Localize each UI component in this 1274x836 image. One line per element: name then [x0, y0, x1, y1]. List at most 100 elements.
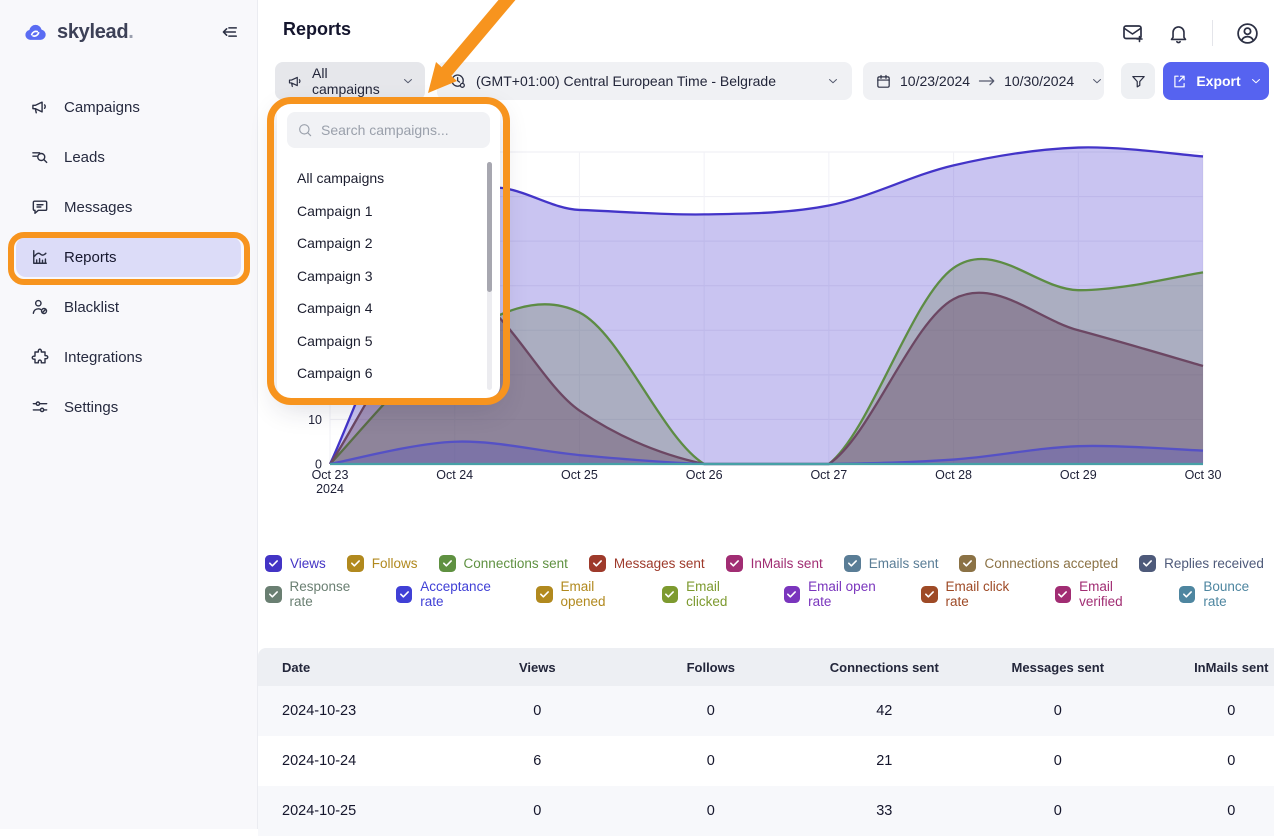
legend-label: Response rate: [290, 579, 375, 609]
legend-label: Email open rate: [808, 579, 900, 609]
legend-label: Bounce rate: [1203, 579, 1274, 609]
table-cell-value: 42: [798, 703, 972, 719]
legend-checkbox[interactable]: [1179, 586, 1196, 603]
chevron-down-icon: [1249, 74, 1263, 88]
legend-item[interactable]: Connections sent: [439, 555, 568, 572]
reports-table: DateViewsFollowsConnections sentMessages…: [258, 648, 1274, 836]
legend-item[interactable]: Email opened: [536, 579, 641, 609]
sidebar-nav: Campaigns Leads Messages Reports Blackli…: [0, 87, 257, 437]
table-cell-value: 0: [1145, 703, 1274, 719]
sidebar-item-reports[interactable]: Reports: [16, 237, 241, 277]
legend-checkbox[interactable]: [347, 555, 364, 572]
chevron-down-icon: [826, 74, 840, 88]
megaphone-icon: [287, 73, 304, 90]
legend-checkbox[interactable]: [589, 555, 606, 572]
export-button[interactable]: Export: [1163, 62, 1269, 100]
legend-item[interactable]: Views: [265, 555, 326, 572]
legend-item[interactable]: Acceptance rate: [396, 579, 515, 609]
table-cell-date: 2024-10-23: [258, 703, 451, 719]
legend-item[interactable]: Follows: [347, 555, 418, 572]
skylead-logo-icon: [22, 19, 49, 46]
campaign-option[interactable]: Campaign 2: [287, 227, 490, 260]
sidebar-item-settings[interactable]: Settings: [16, 387, 241, 427]
legend-label: Email clicked: [686, 579, 762, 609]
legend-checkbox[interactable]: [844, 555, 861, 572]
dropdown-scrollbar-thumb[interactable]: [487, 162, 492, 292]
campaign-option[interactable]: Campaign 3: [287, 260, 490, 293]
campaign-option[interactable]: Campaign 1: [287, 195, 490, 228]
table-header-cell: Views: [451, 660, 625, 675]
table-row: 2024-10-24602100: [258, 736, 1274, 786]
legend-label: Replies received: [1164, 556, 1264, 571]
sidebar-collapse-icon[interactable]: [217, 21, 239, 43]
timezone-selector[interactable]: (GMT+01:00) Central European Time - Belg…: [437, 62, 852, 100]
legend-item[interactable]: Email verified: [1055, 579, 1158, 609]
legend-checkbox[interactable]: [959, 555, 976, 572]
svg-text:10: 10: [308, 413, 322, 427]
clock-timezone-icon: [449, 72, 467, 90]
sidebar-item-integrations[interactable]: Integrations: [16, 337, 241, 377]
legend-label: Connections accepted: [984, 556, 1118, 571]
page-title: Reports: [283, 19, 351, 40]
legend-label: Messages sent: [614, 556, 705, 571]
legend-item[interactable]: Email open rate: [784, 579, 900, 609]
legend-label: InMails sent: [751, 556, 823, 571]
chevron-down-icon: [1090, 74, 1104, 88]
sidebar-item-blacklist[interactable]: Blacklist: [16, 287, 241, 327]
account-icon[interactable]: [1235, 21, 1260, 46]
table-header-cell: Follows: [624, 660, 798, 675]
campaign-dropdown: All campaignsCampaign 1Campaign 2Campaig…: [277, 102, 500, 398]
table-cell-value: 33: [798, 803, 972, 819]
chat-bubble-icon: [30, 197, 50, 217]
campaign-search-box[interactable]: [287, 112, 490, 148]
table-cell-value: 0: [624, 753, 798, 769]
table-cell-value: 0: [1145, 803, 1274, 819]
campaign-option[interactable]: All campaigns: [287, 162, 490, 195]
table-header-cell: Date: [258, 660, 451, 675]
legend-item[interactable]: Response rate: [265, 579, 375, 609]
legend-item[interactable]: Replies received: [1139, 555, 1264, 572]
legend-label: Email opened: [561, 579, 641, 609]
legend-item[interactable]: InMails sent: [726, 555, 823, 572]
puzzle-icon: [30, 347, 50, 367]
legend-item[interactable]: Email clicked: [662, 579, 763, 609]
campaign-selector[interactable]: All campaigns: [275, 62, 425, 100]
legend-checkbox[interactable]: [265, 555, 282, 572]
legend-item[interactable]: Messages sent: [589, 555, 705, 572]
campaign-option[interactable]: Campaign 5: [287, 325, 490, 358]
filter-button[interactable]: [1121, 63, 1155, 99]
legend-item[interactable]: Email click rate: [921, 579, 1034, 609]
legend-checkbox[interactable]: [1139, 555, 1156, 572]
sidebar: skylead. Campaigns Leads Messages Report…: [0, 0, 258, 829]
sidebar-item-leads[interactable]: Leads: [16, 137, 241, 177]
table-cell-value: 6: [451, 753, 625, 769]
legend-checkbox[interactable]: [662, 586, 679, 603]
campaign-search-input[interactable]: [321, 122, 471, 138]
table-row: 2024-10-23004200: [258, 686, 1274, 736]
legend-checkbox[interactable]: [439, 555, 456, 572]
campaign-option[interactable]: Campaign 6: [287, 357, 490, 390]
sidebar-item-messages[interactable]: Messages: [16, 187, 241, 227]
campaign-option[interactable]: Campaign 4: [287, 292, 490, 325]
table-cell-value: 0: [971, 703, 1145, 719]
legend-checkbox[interactable]: [784, 586, 801, 603]
table-cell-value: 0: [451, 703, 625, 719]
legend-checkbox[interactable]: [396, 586, 413, 603]
sidebar-item-campaigns[interactable]: Campaigns: [16, 87, 241, 127]
date-from: 10/23/2024: [900, 73, 970, 89]
legend-checkbox[interactable]: [1055, 586, 1072, 603]
funnel-icon: [1130, 73, 1147, 90]
legend-item[interactable]: Connections accepted: [959, 555, 1118, 572]
table-cell-date: 2024-10-24: [258, 753, 451, 769]
legend-checkbox[interactable]: [265, 586, 282, 603]
legend-item[interactable]: Emails sent: [844, 555, 939, 572]
legend-item[interactable]: Bounce rate: [1179, 579, 1274, 609]
bell-icon[interactable]: [1167, 22, 1190, 45]
legend-checkbox[interactable]: [726, 555, 743, 572]
legend-checkbox[interactable]: [536, 586, 553, 603]
date-range-selector[interactable]: 10/23/2024 10/30/2024: [863, 62, 1104, 100]
legend-checkbox[interactable]: [921, 586, 938, 603]
table-cell-value: 0: [624, 803, 798, 819]
table-header-cell: InMails sent: [1145, 660, 1274, 675]
mail-plus-icon[interactable]: [1121, 21, 1145, 45]
